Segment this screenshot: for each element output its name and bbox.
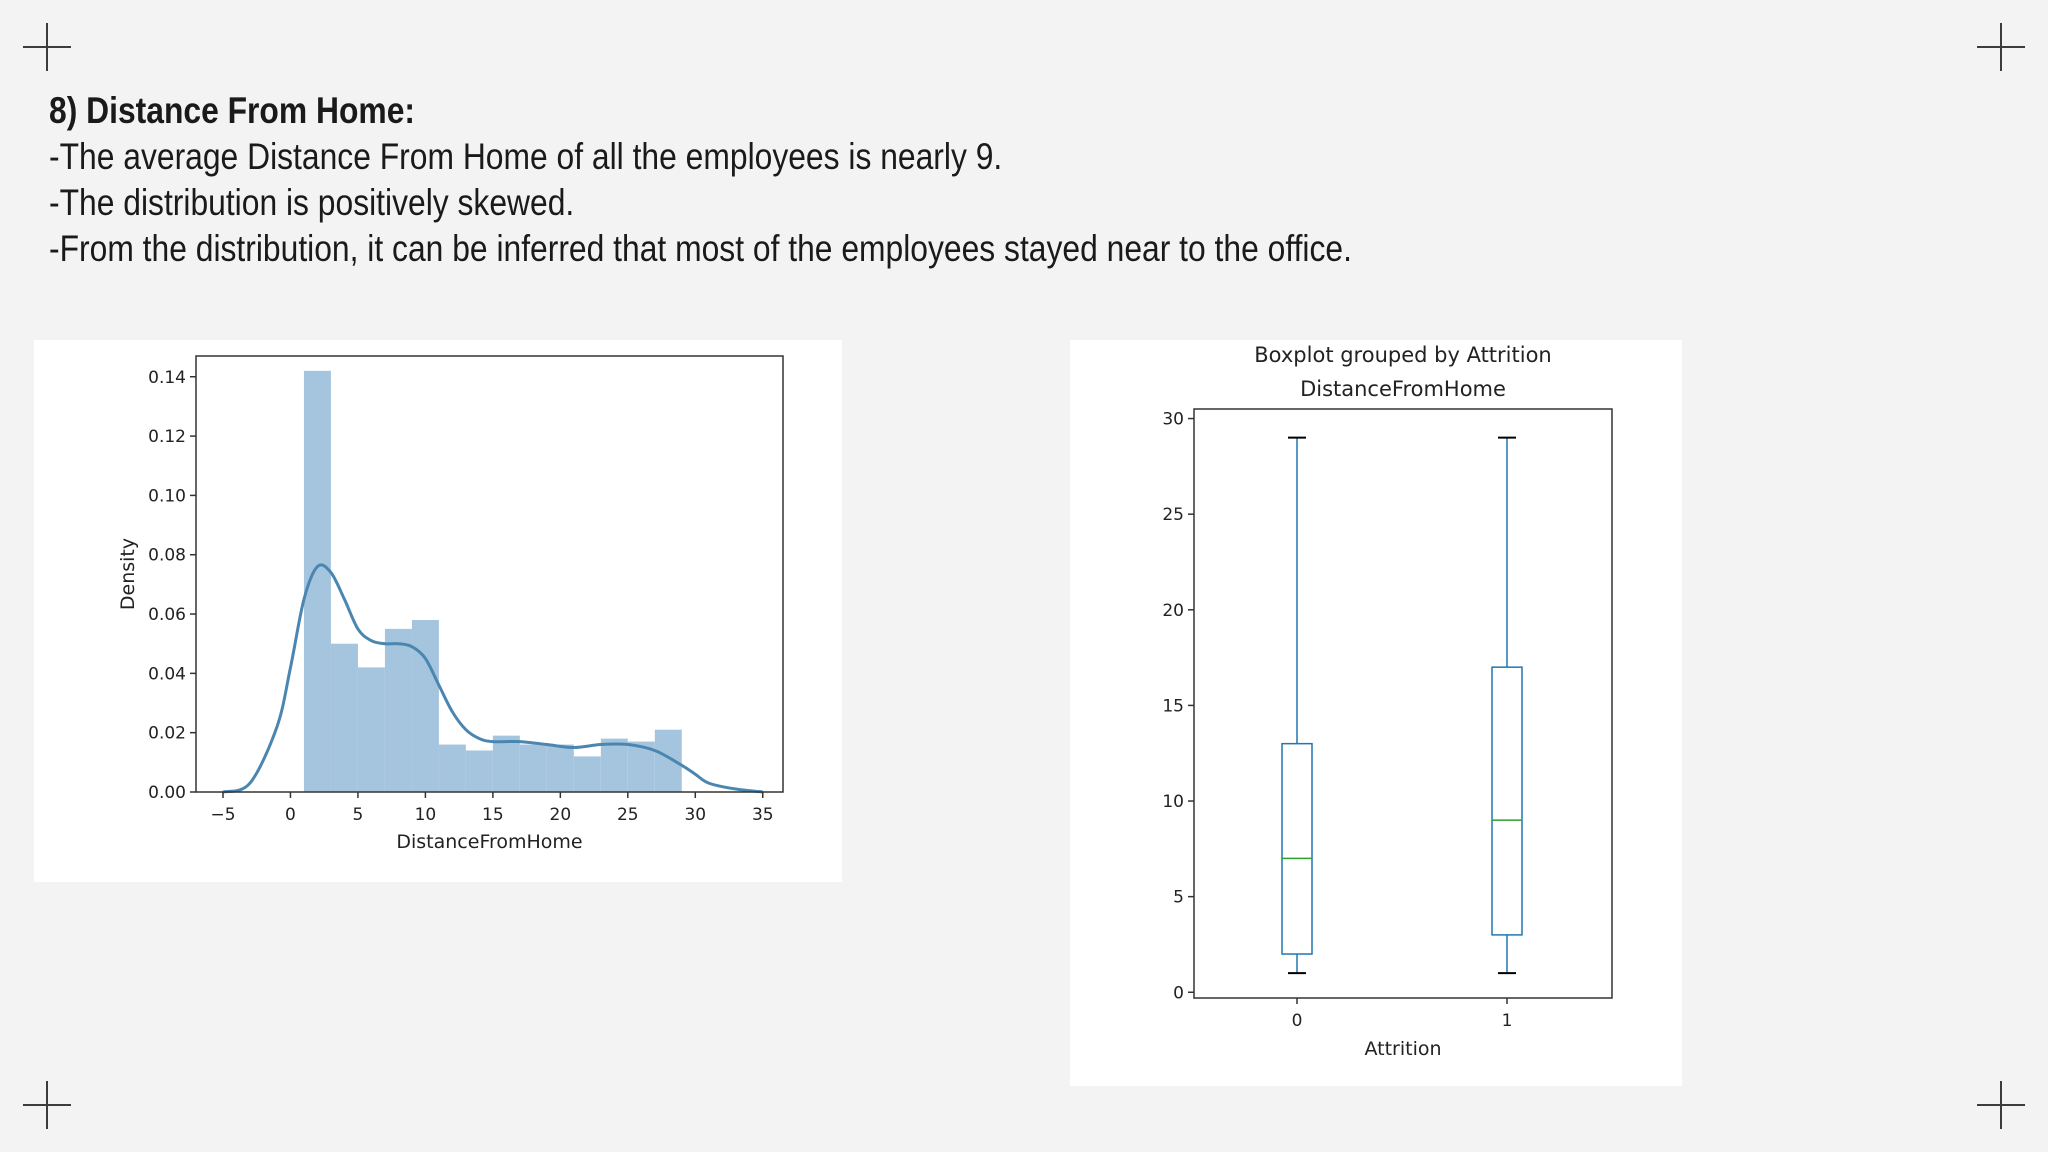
crop-mark-bottom-right — [1977, 1081, 2025, 1129]
y-tick-label: 10 — [1162, 792, 1184, 812]
slide-heading: 8) Distance From Home: — [49, 90, 416, 131]
y-tick-label: 25 — [1162, 505, 1184, 525]
y-tick-label: 0.00 — [148, 783, 186, 803]
plot-frame — [195, 355, 784, 793]
x-tick-label: 15 — [482, 805, 504, 825]
histogram-chart-panel: 0.00 0.02 0.04 0.06 0.08 0.10 0.12 0.14 −5 0 5 10 15… — [34, 340, 842, 882]
histogram-bar — [465, 750, 493, 792]
crop-mark-top-left — [23, 23, 71, 71]
boxplot-chart-panel: Boxplot grouped by Attrition DistanceFrom… — [1070, 340, 1682, 1086]
histogram-bar — [492, 735, 520, 792]
chart-subtitle: DistanceFromHome — [1300, 377, 1506, 401]
y-tick-label: 15 — [1162, 696, 1184, 716]
histogram-bar — [330, 643, 358, 792]
bullet-line: -The distribution is positively skewed. — [49, 182, 575, 223]
y-tick-label: 0.06 — [148, 605, 186, 625]
x-tick-label: −5 — [210, 805, 235, 825]
histogram-bar — [384, 628, 412, 792]
x-tick-label: 25 — [617, 805, 639, 825]
x-tick-label: 0 — [285, 805, 296, 825]
crop-mark-bottom-left — [23, 1081, 71, 1129]
x-tick-label: 30 — [684, 805, 706, 825]
y-tick-label: 0.04 — [148, 664, 186, 684]
boxplot-chart: Boxplot grouped by Attrition DistanceFrom… — [1162, 343, 1613, 1060]
plot-frame — [1193, 408, 1613, 999]
kde-line — [222, 563, 763, 794]
x-axis-label: DistanceFromHome — [396, 831, 582, 853]
y-tick-label: 20 — [1162, 601, 1184, 621]
x-tick-label: 10 — [415, 805, 437, 825]
histogram-bar — [519, 744, 547, 792]
histogram-bar — [411, 619, 439, 792]
histogram-bar — [654, 729, 682, 792]
x-tick-label: 5 — [353, 805, 364, 825]
y-tick-label: 0.10 — [148, 486, 186, 506]
bullet-line: -The average Distance From Home of all t… — [49, 136, 1003, 177]
x-axis-label: Attrition — [1364, 1038, 1441, 1060]
box — [1281, 742, 1313, 955]
x-tick-label: 1 — [1502, 1011, 1513, 1031]
histogram-bar — [573, 756, 601, 792]
y-tick-label: 0.14 — [148, 368, 186, 388]
chart-title: Boxplot grouped by Attrition — [1254, 343, 1551, 367]
x-tick-label: 0 — [1292, 1011, 1303, 1031]
histogram-chart: 0.00 0.02 0.04 0.06 0.08 0.10 0.12 0.14 −5 0 5 10 15… — [117, 355, 784, 853]
histogram-bar — [600, 738, 628, 792]
histogram-bar — [357, 667, 385, 792]
y-tick-label: 0.08 — [148, 546, 186, 566]
histogram-bar — [546, 744, 574, 792]
y-axis-label: Density — [117, 538, 139, 610]
y-tick-label: 0.12 — [148, 427, 186, 447]
histogram-bar — [438, 744, 466, 792]
y-tick-label: 5 — [1173, 888, 1184, 908]
box — [1491, 666, 1523, 936]
y-tick-label: 0 — [1173, 983, 1184, 1003]
bullet-line: -From the distribution, it can be inferr… — [49, 228, 1352, 269]
y-tick-label: 30 — [1162, 410, 1184, 430]
x-tick-label: 20 — [550, 805, 572, 825]
slide-text: 8) Distance From Home: -The average Dist… — [49, 88, 1352, 272]
crop-mark-top-right — [1977, 23, 2025, 71]
y-tick-label: 0.02 — [148, 724, 186, 744]
x-tick-label: 35 — [752, 805, 774, 825]
